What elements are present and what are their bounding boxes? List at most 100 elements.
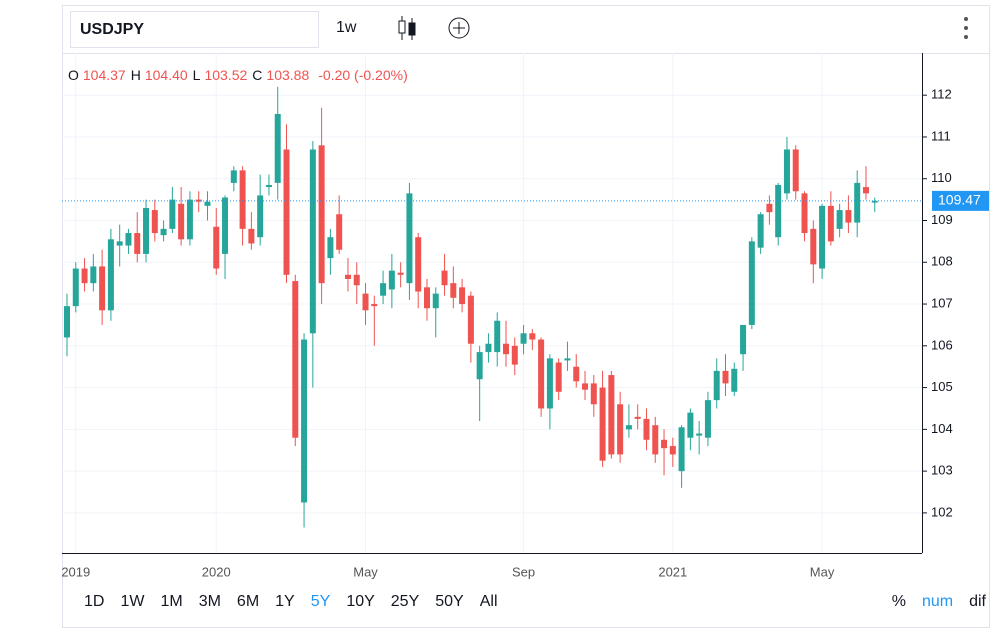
- candle-body: [661, 439, 668, 449]
- candle-body: [178, 203, 185, 240]
- candle-body: [634, 416, 641, 419]
- symbol-box[interactable]: [70, 11, 319, 48]
- range-button[interactable]: 5Y: [310, 593, 331, 610]
- candle-body: [819, 205, 826, 269]
- menu-icon[interactable]: [964, 17, 968, 39]
- candle-body: [336, 214, 343, 250]
- candle-body: [529, 333, 536, 340]
- candle-body: [195, 199, 202, 202]
- y-tick-label: 110: [931, 170, 952, 185]
- y-tick-label: 106: [931, 337, 953, 352]
- legend-value: 104.37: [82, 67, 126, 83]
- candle-body: [573, 366, 580, 382]
- candle-body: [186, 199, 193, 240]
- candle-body: [143, 207, 150, 254]
- candle-body: [230, 170, 237, 183]
- candle-body: [459, 287, 466, 305]
- candle-body: [871, 200, 878, 203]
- candle-body: [538, 339, 545, 409]
- range-button[interactable]: 3M: [198, 593, 221, 610]
- candle-body: [643, 418, 650, 440]
- x-tick-label: May: [353, 564, 378, 579]
- candle-body: [862, 187, 869, 194]
- y-tick-label: 103: [931, 463, 953, 478]
- scale-mode-bar: % num dif: [892, 593, 986, 611]
- candle-body: [362, 293, 369, 311]
- candle-body: [64, 306, 70, 338]
- range-button[interactable]: 6M: [236, 593, 260, 610]
- candle-body: [301, 339, 308, 503]
- candle-body: [406, 193, 413, 284]
- candle-icon[interactable]: [398, 16, 416, 40]
- candle-body: [687, 412, 694, 438]
- candle-body: [669, 446, 676, 455]
- legend-key: O: [68, 67, 79, 83]
- candle-body: [265, 184, 272, 188]
- scale-mode-button[interactable]: dif: [969, 593, 986, 610]
- candle-body: [608, 375, 615, 455]
- x-tick-label: May: [810, 564, 835, 579]
- range-button[interactable]: 50Y: [435, 593, 464, 610]
- range-button[interactable]: 10Y: [346, 593, 375, 610]
- candle-body: [72, 268, 79, 307]
- candle-body: [467, 295, 474, 344]
- candle-body: [160, 228, 167, 236]
- candle-body: [757, 214, 764, 248]
- candle-body: [292, 281, 299, 438]
- candle-body: [415, 237, 422, 292]
- candle-body: [274, 113, 281, 183]
- candle-body: [169, 199, 176, 229]
- range-bar: 1D 1W 1M 3M 6M 1Y 5Y 10Y 25Y 50Y All: [84, 593, 514, 611]
- candle-body: [511, 345, 518, 365]
- candle-body: [485, 343, 492, 353]
- x-tick-label: 2020: [202, 564, 231, 579]
- candle-body: [432, 293, 439, 309]
- range-button[interactable]: 1Y: [275, 593, 295, 610]
- candle-body: [116, 241, 123, 246]
- candle-body: [582, 383, 589, 390]
- x-tick-label: 2019: [61, 564, 90, 579]
- range-button[interactable]: 1M: [160, 593, 183, 610]
- legend-value: 103.52: [204, 67, 248, 83]
- y-tick-label: 108: [931, 254, 953, 269]
- legend-value: 103.88: [266, 67, 310, 83]
- scale-mode-button[interactable]: %: [891, 593, 906, 610]
- add-indicator-icon[interactable]: [448, 17, 470, 39]
- candle-body: [783, 149, 790, 194]
- candle-body: [599, 387, 606, 461]
- candle-body: [125, 233, 132, 246]
- interval[interactable]: 1w: [336, 19, 357, 36]
- range-button[interactable]: 25Y: [390, 593, 420, 610]
- candle-body: [371, 304, 378, 307]
- candle-body: [503, 343, 509, 355]
- candle-body: [652, 425, 659, 455]
- y-tick-label: 111: [931, 128, 951, 143]
- candle-body: [617, 404, 624, 455]
- candle-body: [353, 274, 360, 286]
- candle-body: [380, 283, 387, 296]
- range-button[interactable]: All: [479, 593, 498, 610]
- candle-body: [520, 333, 527, 344]
- candle-body: [555, 362, 562, 392]
- symbol[interactable]: USDJPY: [80, 21, 144, 38]
- scale-mode-button[interactable]: num: [921, 593, 954, 610]
- range-button[interactable]: 1W: [120, 593, 145, 610]
- candle-body: [450, 283, 457, 298]
- candle-body: [397, 272, 404, 275]
- candle-body: [222, 197, 229, 254]
- candle-body: [740, 324, 747, 355]
- y-tick-label: 109: [931, 212, 953, 227]
- candle-body: [713, 370, 720, 401]
- candle-body: [722, 370, 729, 384]
- legend-key: H: [130, 67, 141, 83]
- candle-body: [423, 287, 430, 309]
- x-tick-label: Sep: [512, 564, 535, 579]
- candle-body: [107, 239, 114, 311]
- candle-body: [854, 182, 861, 223]
- candle-body: [792, 149, 799, 192]
- candle-body: [704, 400, 711, 438]
- range-button[interactable]: 1D: [84, 593, 105, 610]
- legend-key: C: [252, 67, 263, 83]
- candle-body: [151, 210, 158, 234]
